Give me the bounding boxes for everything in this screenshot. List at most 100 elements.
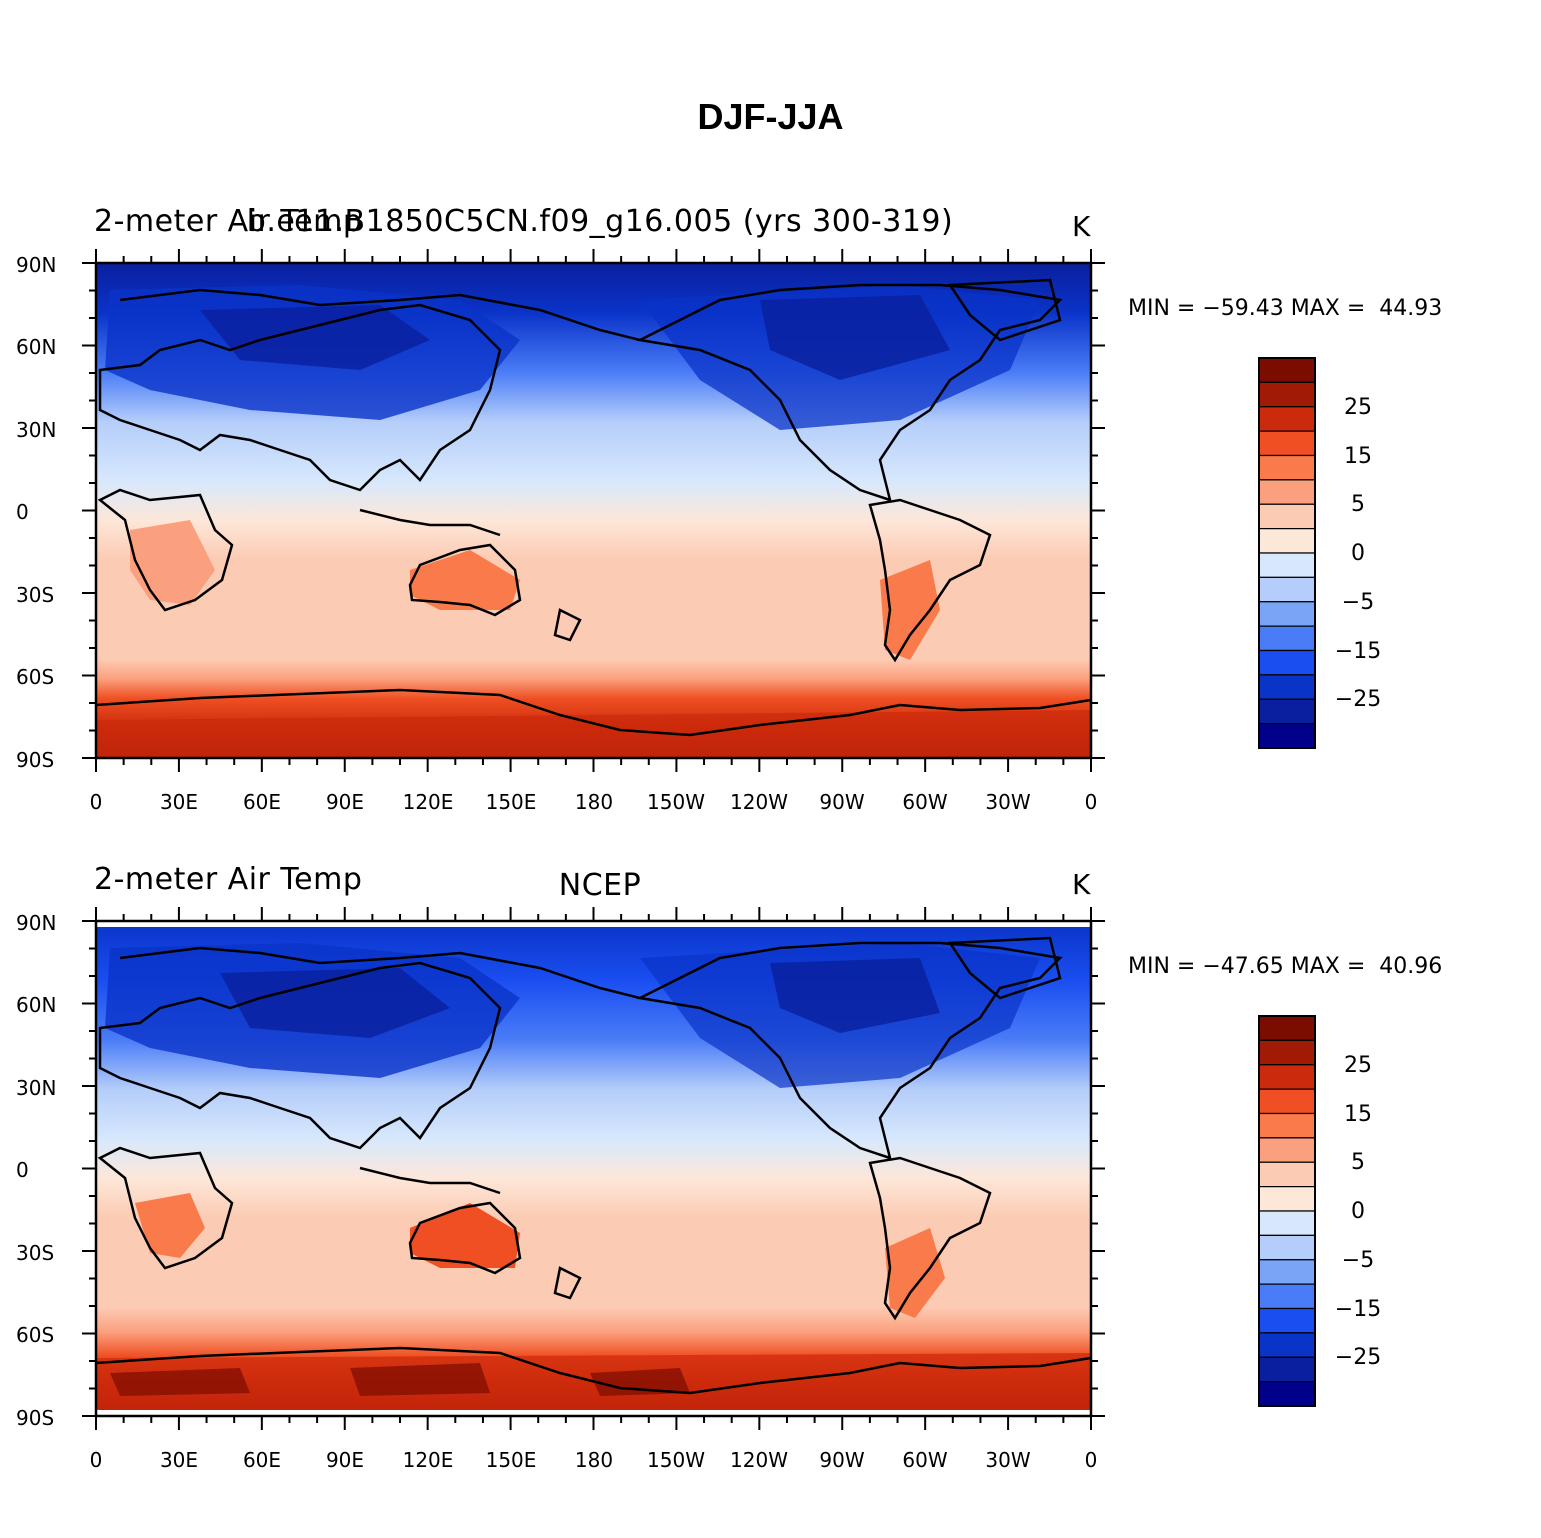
colorbar-swatch xyxy=(1258,1210,1316,1236)
colorbar xyxy=(1258,1015,1316,1407)
colorbar-swatch xyxy=(1258,1088,1316,1115)
x-tick-label: 150E xyxy=(485,1448,537,1472)
x-tick-label: 60W xyxy=(902,790,948,814)
x-tick-label: 60E xyxy=(242,790,282,814)
x-tick-label: 30W xyxy=(985,790,1031,814)
colorbar-swatch xyxy=(1258,1039,1316,1066)
colorbar-label: −15 xyxy=(1334,639,1382,664)
colorbar-swatch xyxy=(1258,1381,1316,1407)
colorbar-swatch xyxy=(1258,406,1316,432)
colorbar-swatch xyxy=(1258,674,1316,700)
y-tick-label: 60N xyxy=(16,993,57,1017)
colorbar-swatch xyxy=(1258,357,1316,383)
colorbar-label: 15 xyxy=(1344,1102,1372,1127)
colorbar-swatch xyxy=(1258,649,1316,676)
axis-ticks xyxy=(82,907,1105,1430)
colorbar-label: −5 xyxy=(1341,590,1375,615)
colorbar-swatch xyxy=(1258,552,1316,578)
colorbar-swatch xyxy=(1258,454,1316,481)
colorbar-swatch xyxy=(1258,723,1316,749)
map-field xyxy=(96,921,1091,1416)
colorbar-frame xyxy=(1258,357,1316,749)
colorbar-label: −25 xyxy=(1334,1345,1382,1370)
x-tick-label: 90E xyxy=(325,1448,365,1472)
x-tick-label: 30E xyxy=(159,790,199,814)
colorbar-label: 25 xyxy=(1344,395,1372,420)
map-figure xyxy=(82,907,1316,1430)
x-tick-label: 0 xyxy=(1084,790,1098,814)
map-field xyxy=(96,263,1091,758)
x-tick-label: 120W xyxy=(730,790,788,814)
y-tick-label: 60S xyxy=(16,1323,55,1347)
y-tick-label: 30N xyxy=(16,1076,57,1100)
map-panel-model: 2-meter Air Temp b.e11.B1850C5CN.f09_g16… xyxy=(0,190,1541,850)
y-tick-label: 30S xyxy=(16,583,55,607)
coastlines xyxy=(95,936,1092,1395)
y-tick-label: 90S xyxy=(16,1406,55,1430)
x-tick-label: 30E xyxy=(159,1448,199,1472)
x-tick-label: 0 xyxy=(89,790,103,814)
colorbar-swatch xyxy=(1258,1064,1316,1090)
x-tick-label: 180 xyxy=(574,1448,614,1472)
colorbar-swatch xyxy=(1258,1283,1316,1310)
colorbar-swatch xyxy=(1258,1332,1316,1358)
colorbar-swatch xyxy=(1258,1234,1316,1261)
colorbar-swatch xyxy=(1258,503,1316,530)
colorbar-label: 25 xyxy=(1344,1053,1372,1078)
x-tick-label: 90E xyxy=(325,790,365,814)
colorbar-swatch xyxy=(1258,1015,1316,1041)
colorbar-swatch xyxy=(1258,1112,1316,1139)
y-tick-label: 30N xyxy=(16,418,57,442)
x-tick-label: 120E xyxy=(402,790,454,814)
panel-units: K xyxy=(1072,868,1091,901)
x-tick-label: 120E xyxy=(402,1448,454,1472)
colorbar-swatch xyxy=(1258,1307,1316,1334)
panel-variable-title: 2-meter Air Temp xyxy=(94,204,363,239)
coastlines xyxy=(95,278,1092,737)
y-tick-label: 0 xyxy=(16,500,29,524)
axis-ticks xyxy=(82,249,1105,772)
y-tick-label: 90N xyxy=(16,253,57,277)
y-tick-label: 90N xyxy=(16,911,57,935)
x-tick-label: 0 xyxy=(1084,1448,1098,1472)
x-tick-label: 180 xyxy=(574,790,614,814)
x-tick-label: 150W xyxy=(647,790,705,814)
panel-case-title: NCEP xyxy=(558,868,642,903)
map-figure xyxy=(82,249,1316,772)
colorbar-swatch xyxy=(1258,479,1316,505)
colorbar-label: −5 xyxy=(1341,1248,1375,1273)
colorbar-swatch xyxy=(1258,576,1316,603)
map-panel-ncep: 2-meter Air Temp NCEP K MIN = −47.65 MAX… xyxy=(0,848,1541,1508)
colorbar-swatch xyxy=(1258,601,1316,627)
x-tick-label: 90W xyxy=(819,1448,865,1472)
x-tick-label: 0 xyxy=(89,1448,103,1472)
panel-variable-title: 2-meter Air Temp xyxy=(94,862,363,897)
colorbar-frame xyxy=(1258,1015,1316,1407)
colorbar-swatch xyxy=(1258,625,1316,652)
min-max-label: MIN = −59.43 MAX = 44.93 xyxy=(1128,296,1443,321)
colorbar xyxy=(1258,357,1316,749)
colorbar-label: 5 xyxy=(1351,492,1365,517)
colorbar-label: −15 xyxy=(1334,1297,1382,1322)
colorbar-swatch xyxy=(1258,1186,1316,1212)
colorbar-label: 15 xyxy=(1344,444,1372,469)
y-tick-label: 0 xyxy=(16,1158,29,1182)
main-title: DJF-JJA xyxy=(697,96,844,137)
x-tick-label: 60W xyxy=(902,1448,948,1472)
x-tick-label: 120W xyxy=(730,1448,788,1472)
x-tick-label: 30W xyxy=(985,1448,1031,1472)
colorbar-swatch xyxy=(1258,698,1316,725)
colorbar-swatch xyxy=(1258,528,1316,554)
colorbar-swatch xyxy=(1258,430,1316,457)
colorbar-swatch xyxy=(1258,1161,1316,1188)
colorbar-swatch xyxy=(1258,1356,1316,1383)
colorbar-label: 5 xyxy=(1351,1150,1365,1175)
colorbar-label: 0 xyxy=(1351,1199,1365,1224)
y-tick-label: 30S xyxy=(16,1241,55,1265)
colorbar-label: 0 xyxy=(1351,541,1365,566)
colorbar-label: −25 xyxy=(1334,687,1382,712)
min-max-label: MIN = −47.65 MAX = 40.96 xyxy=(1128,954,1443,979)
y-tick-label: 90S xyxy=(16,748,55,772)
panel-units: K xyxy=(1072,210,1091,243)
y-tick-label: 60N xyxy=(16,335,57,359)
